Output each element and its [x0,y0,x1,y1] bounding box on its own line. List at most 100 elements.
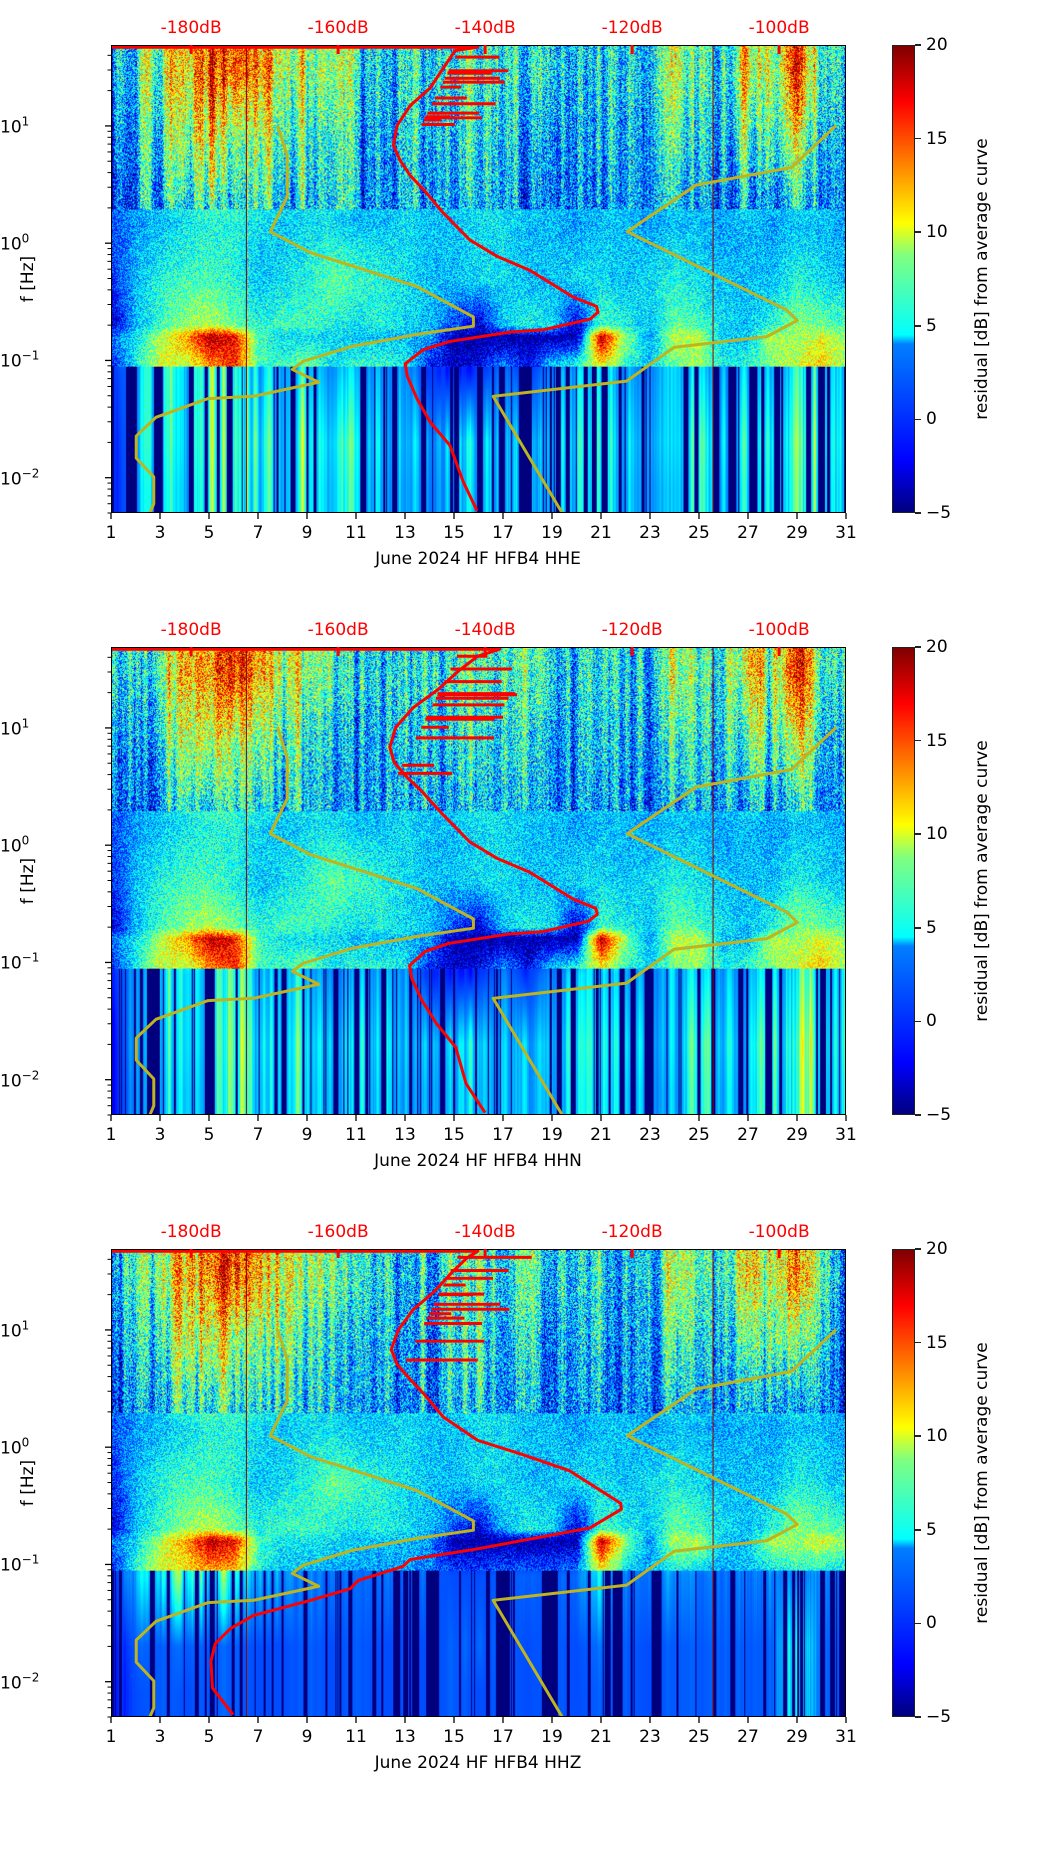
colorbar-tick [915,1529,921,1531]
x-tick-label: 21 [590,1125,612,1145]
db-tick-label: -100dB [748,620,810,640]
db-tick-label: -140dB [454,620,516,640]
colorbar-label: residual [dB] from average curve [972,138,992,420]
y-tick-base: 10 [0,1555,22,1576]
y-tick-base: 10 [0,953,22,974]
spectrogram-panel-hhz: -180dB -160dB -140dB -120dB -100dB 1 3 5 7 9 11 13… [0,1222,1052,1849]
y-axis-label: f [Hz] [18,255,38,303]
colorbar-tick-label: 5 [926,315,937,336]
x-tick-label: 31 [835,523,857,543]
colorbar-tick-label: 0 [926,1613,937,1634]
x-tick-label: 17 [492,523,514,543]
x-tick-label: 17 [492,1727,514,1747]
colorbar-label: residual [dB] from average curve [972,1342,992,1624]
x-tick-label: 21 [590,523,612,543]
colorbar-tick-label: 20 [926,35,948,55]
spectrogram-panel-hhe: -180dB -160dB -140dB -120dB -100dB 1 3 5 7 9 11 13… [0,18,1052,645]
x-tick-label: 31 [835,1125,857,1145]
low-noise-model-curve [134,727,475,1114]
db-tick-label: -160dB [307,1222,369,1242]
x-tick-label: 3 [154,523,166,543]
x-tick-label: 13 [394,523,416,543]
low-noise-model-curve [134,125,475,512]
y-tick-exponent: 1 [21,716,30,731]
db-tick-label: -100dB [748,1222,810,1242]
y-tick-base: 10 [0,1321,22,1342]
colorbar-tick-label: −5 [926,503,952,523]
curves-layer [112,1250,838,1716]
x-tick-label: 7 [252,1125,264,1145]
db-tick-label: -180dB [160,620,222,640]
y-tick-exponent: −2 [21,1068,40,1083]
x-tick-label: 5 [203,1727,215,1747]
high-noise-model-curve [491,726,838,1114]
x-tick-label: 21 [590,1727,612,1747]
x-tick-label: 15 [443,1125,465,1145]
curves-layer [112,648,838,1114]
y-tick-base: 10 [0,351,22,372]
psd-curve-hhn [112,648,599,1114]
low-noise-model-curve [134,1329,475,1716]
db-tick-label: -120dB [601,1222,663,1242]
colorbar-tick [915,833,921,835]
colorbar-tick [915,739,921,742]
y-tick-exponent: −1 [21,348,40,363]
y-tick-label: 101 [0,716,29,739]
colorbar-tick-label: 10 [926,824,948,845]
x-tick-label: 31 [835,1727,857,1747]
x-tick-label: 19 [541,1125,563,1145]
y-tick-label: 101 [0,114,29,137]
colorbar [892,647,915,1115]
y-tick-exponent: −2 [21,466,40,481]
colorbar-tick [915,1435,921,1437]
colorbar-label: residual [dB] from average curve [972,740,992,1022]
colorbar [892,45,915,513]
spectrogram-panel-hhn: -180dB -160dB -140dB -120dB -100dB 1 3 5 7 9 11 13… [0,620,1052,1247]
x-axis-label: June 2024 HF HFB4 HHZ [374,1753,582,1773]
db-tick-label: -140dB [454,1222,516,1242]
colorbar-tick-label: 5 [926,1519,937,1540]
y-tick-label: 10−2 [0,466,39,489]
y-tick-exponent: 0 [21,231,30,246]
y-tick-label: 10−1 [0,349,39,372]
high-noise-model-curve [491,124,838,512]
x-tick-label: 7 [252,523,264,543]
colorbar-tick [915,1716,921,1718]
colorbar-tick-label: −5 [926,1707,952,1727]
curves-layer [112,46,838,512]
colorbar [892,1249,915,1717]
x-tick-label: 5 [203,1125,215,1145]
y-tick-label: 101 [0,1318,29,1341]
y-tick-base: 10 [0,719,22,740]
db-tick-label: -160dB [307,620,369,640]
x-tick-label: 27 [737,1727,759,1747]
colorbar-tick-label: 5 [926,917,937,938]
x-tick-label: 29 [786,1727,808,1747]
x-tick-label: 27 [737,1125,759,1145]
x-tick-label: 9 [301,1125,313,1145]
y-axis-label: f [Hz] [18,857,38,905]
x-axis-label: June 2024 HF HFB4 HHN [374,1151,582,1171]
x-tick-label: 13 [394,1125,416,1145]
colorbar-tick [915,1114,921,1116]
y-tick-label: 10−2 [0,1068,39,1091]
y-tick-label: 100 [0,232,29,255]
db-tick-label: -140dB [454,18,516,38]
x-tick-label: 11 [345,1727,367,1747]
x-tick-label: 25 [688,1727,710,1747]
x-tick-label: 5 [203,523,215,543]
high-noise-model-curve [491,1328,838,1716]
x-tick-label: 11 [345,523,367,543]
db-tick-label: -100dB [748,18,810,38]
x-tick-label: 3 [154,1125,166,1145]
x-tick-label: 25 [688,523,710,543]
colorbar-tick [915,646,921,648]
colorbar-tick [915,418,921,421]
x-tick-label: 15 [443,523,465,543]
colorbar-tick-label: 20 [926,1239,948,1259]
colorbar-tick [915,927,921,929]
x-tick-label: 9 [301,1727,313,1747]
colorbar-tick-label: −5 [926,1105,952,1125]
y-tick-label: 10−2 [0,1670,39,1693]
y-tick-base: 10 [0,234,22,255]
